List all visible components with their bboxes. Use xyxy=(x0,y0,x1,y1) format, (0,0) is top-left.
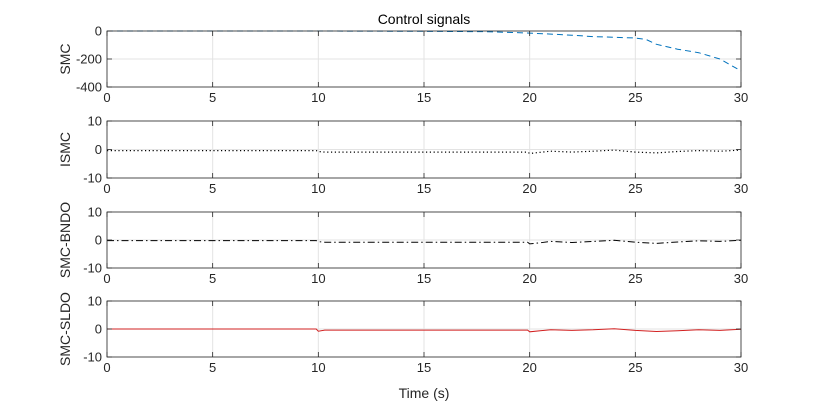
y-axis-label: SMC-BNDO xyxy=(57,202,73,278)
series-line xyxy=(107,239,742,245)
y-axis-label: SMC-SLDO xyxy=(57,292,73,366)
x-tick-label: 5 xyxy=(209,271,216,286)
x-tick-label: 5 xyxy=(209,181,216,196)
x-tick-label: 25 xyxy=(628,271,642,286)
y-tick-label: 0 xyxy=(95,233,102,248)
x-tick-label: 25 xyxy=(628,90,642,105)
x-tick-label: 25 xyxy=(628,360,642,375)
y-tick-label: -10 xyxy=(83,171,102,186)
x-axis-label: Time (s) xyxy=(399,385,450,401)
x-tick-label: 10 xyxy=(311,90,325,105)
figure-title: Control signals xyxy=(378,11,471,27)
x-tick-label: 5 xyxy=(209,90,216,105)
x-tick-label: 15 xyxy=(417,90,431,105)
y-axis-label: ISMC xyxy=(57,132,73,167)
x-tick-label: 30 xyxy=(734,271,748,286)
y-tick-label: 10 xyxy=(88,294,102,309)
x-tick-label: 15 xyxy=(417,271,431,286)
x-tick-label: 10 xyxy=(311,181,325,196)
y-tick-label: -10 xyxy=(83,261,102,276)
x-tick-label: 10 xyxy=(311,271,325,286)
x-tick-label: 20 xyxy=(522,90,536,105)
y-tick-label: 0 xyxy=(95,142,102,157)
y-axis-label: SMC xyxy=(57,43,73,74)
x-tick-label: 0 xyxy=(103,90,110,105)
series-line xyxy=(107,328,742,333)
y-tick-label: 0 xyxy=(95,24,102,39)
x-tick-label: 0 xyxy=(103,271,110,286)
x-tick-label: 20 xyxy=(522,181,536,196)
y-tick-label: 10 xyxy=(88,114,102,129)
series-line xyxy=(107,149,742,155)
y-tick-label: 10 xyxy=(88,205,102,220)
x-tick-label: 30 xyxy=(734,90,748,105)
y-tick-label: -400 xyxy=(76,80,102,95)
x-tick-label: 15 xyxy=(417,360,431,375)
x-tick-label: 5 xyxy=(209,360,216,375)
x-tick-label: 20 xyxy=(522,271,536,286)
x-tick-label: 30 xyxy=(734,181,748,196)
y-tick-label: -10 xyxy=(83,350,102,365)
x-tick-label: 15 xyxy=(417,181,431,196)
x-tick-label: 30 xyxy=(734,360,748,375)
y-tick-label: -200 xyxy=(76,52,102,67)
x-tick-label: 10 xyxy=(311,360,325,375)
x-tick-label: 0 xyxy=(103,360,110,375)
x-tick-label: 20 xyxy=(522,360,536,375)
x-tick-label: 25 xyxy=(628,181,642,196)
x-tick-label: 0 xyxy=(103,181,110,196)
y-tick-label: 0 xyxy=(95,322,102,337)
